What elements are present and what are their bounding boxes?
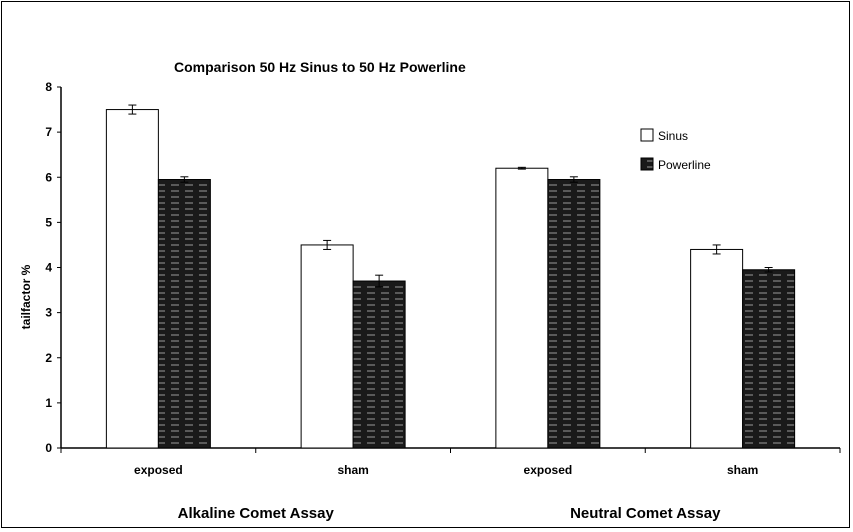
y-tick-label: 4 [45, 261, 52, 275]
group-label: Alkaline Comet Assay [178, 505, 335, 522]
category-labels: exposed sham exposed sham [134, 463, 758, 477]
y-tick-label: 8 [45, 80, 52, 94]
y-tick-label: 7 [45, 125, 52, 139]
y-tick-label: 0 [45, 441, 52, 455]
chart-legend: Sinus Powerline [640, 128, 711, 172]
bar-sinus [690, 248, 744, 449]
bar-chart: Comparison 50 Hz Sinus to 50 Hz Powerlin… [19, 59, 841, 522]
category-label: exposed [524, 463, 573, 477]
category-label: sham [337, 463, 368, 477]
category-label: exposed [134, 463, 183, 477]
bar-powerline [352, 280, 406, 449]
chart-bars [105, 104, 796, 449]
group-labels: Alkaline Comet Assay Neutral Comet Assay [178, 505, 721, 522]
legend-swatch-powerline [640, 157, 654, 171]
legend-label-powerline: Powerline [658, 158, 711, 172]
chart-title: Comparison 50 Hz Sinus to 50 Hz Powerlin… [174, 59, 466, 75]
bar-sinus [105, 109, 159, 449]
y-axis-ticks: 0 1 2 3 4 5 6 7 8 [45, 80, 52, 455]
group-label: Neutral Comet Assay [570, 505, 721, 522]
y-tick-label: 2 [45, 351, 52, 365]
legend-label-sinus: Sinus [658, 129, 688, 143]
bar-powerline [742, 269, 796, 449]
bar-powerline [157, 179, 211, 449]
y-tick-label: 3 [45, 306, 52, 320]
y-tick-label: 5 [45, 215, 52, 229]
y-tick-label: 6 [45, 170, 52, 184]
bar-sinus [495, 167, 549, 449]
bar-sinus [300, 244, 354, 449]
y-tick-label: 1 [45, 396, 52, 410]
bar-powerline [547, 179, 601, 449]
category-label: sham [727, 463, 758, 477]
y-axis-label: tailfactor % [19, 264, 33, 329]
legend-swatch-sinus [640, 128, 654, 142]
